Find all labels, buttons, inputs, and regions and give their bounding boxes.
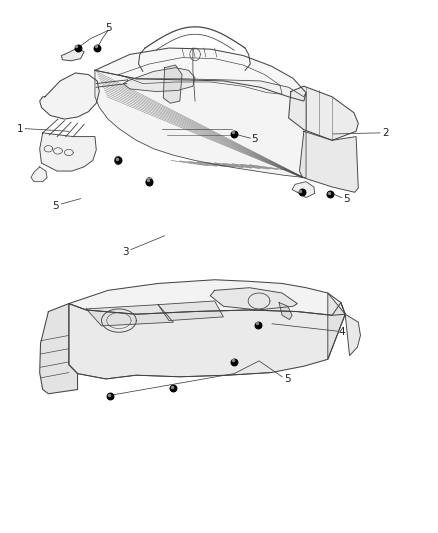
- Polygon shape: [61, 48, 84, 61]
- Polygon shape: [40, 133, 96, 171]
- Point: [231, 130, 238, 138]
- Text: 5: 5: [105, 23, 111, 33]
- Point: [254, 320, 261, 329]
- Polygon shape: [69, 303, 345, 379]
- Text: 3: 3: [122, 247, 129, 257]
- Polygon shape: [95, 70, 306, 177]
- Point: [170, 384, 177, 393]
- Text: 5: 5: [251, 134, 258, 144]
- Point: [327, 190, 334, 199]
- Polygon shape: [40, 304, 78, 394]
- Point: [114, 156, 121, 165]
- Polygon shape: [31, 167, 47, 182]
- Polygon shape: [289, 86, 358, 140]
- Polygon shape: [328, 293, 360, 359]
- Point: [146, 177, 153, 186]
- Polygon shape: [86, 305, 173, 326]
- Polygon shape: [158, 301, 223, 320]
- Point: [298, 188, 305, 197]
- Polygon shape: [279, 303, 292, 319]
- Text: 5: 5: [343, 193, 350, 204]
- Point: [94, 44, 101, 52]
- Point: [253, 319, 260, 327]
- Text: 5: 5: [53, 200, 59, 211]
- Polygon shape: [292, 182, 315, 198]
- Point: [113, 155, 120, 163]
- Point: [145, 176, 152, 184]
- Point: [325, 189, 332, 197]
- Text: 1: 1: [16, 124, 23, 134]
- Polygon shape: [123, 68, 195, 92]
- Point: [74, 44, 81, 52]
- Point: [107, 392, 114, 401]
- Point: [230, 356, 237, 365]
- Text: 2: 2: [382, 128, 389, 138]
- Polygon shape: [69, 280, 345, 316]
- Point: [169, 383, 176, 391]
- Text: 4: 4: [339, 327, 345, 337]
- Polygon shape: [210, 288, 297, 310]
- Polygon shape: [95, 48, 306, 101]
- Point: [230, 128, 237, 136]
- Text: 5: 5: [284, 374, 291, 384]
- Polygon shape: [163, 65, 182, 103]
- Point: [297, 187, 304, 195]
- Point: [92, 42, 99, 51]
- Polygon shape: [300, 131, 358, 192]
- Point: [231, 358, 238, 366]
- Polygon shape: [40, 73, 99, 119]
- Point: [106, 391, 113, 399]
- Point: [73, 42, 80, 51]
